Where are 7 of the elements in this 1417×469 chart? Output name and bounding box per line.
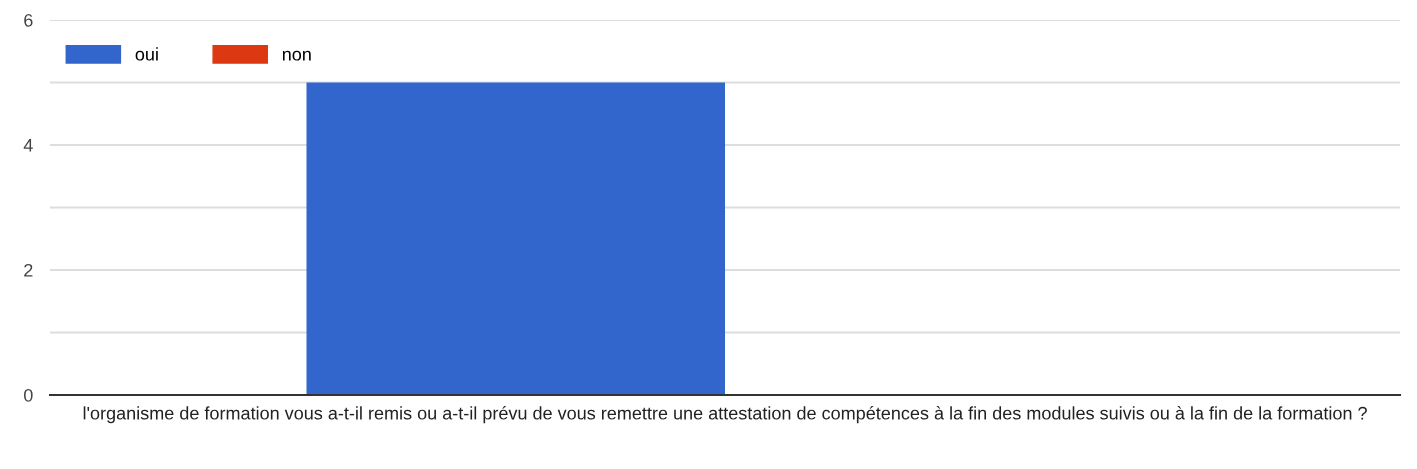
y-tick-label: 0 (24, 388, 33, 402)
y-tick-label: 4 (23, 139, 33, 152)
y-tick-label: 2 (24, 263, 33, 277)
legend-label: non (282, 50, 311, 61)
y-tick-label: 6 (24, 13, 33, 27)
x-tick-label: l'organisme de formation vous a-t-il remis ou a-t-il prévu de vous remettre une attestation de compétences à la fin des modules suivis ou à la fin de la formation ? (83, 406, 1367, 424)
legend-label: oui (135, 47, 158, 61)
